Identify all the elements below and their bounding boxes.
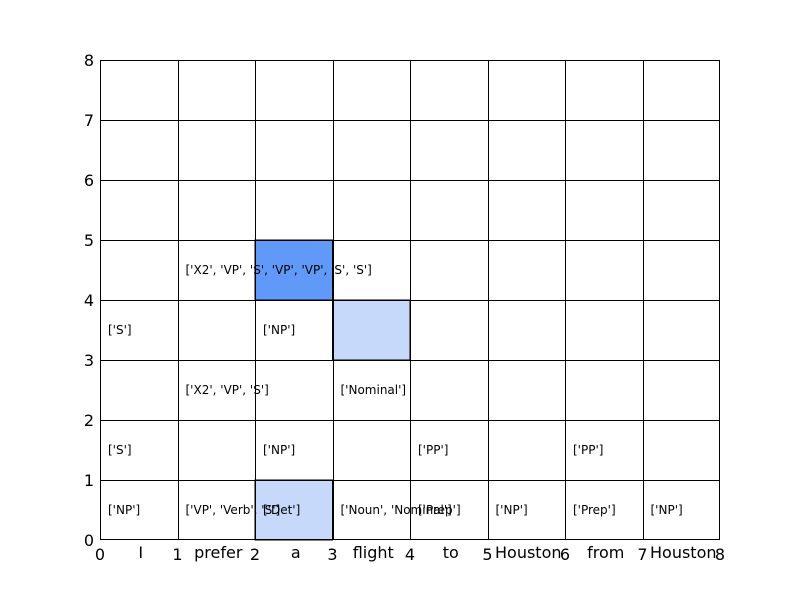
sentence-word: Houston (650, 543, 717, 562)
sentence-word: to (443, 543, 459, 562)
highlighted-cell (332, 299, 411, 361)
cell-label: ['S'] (108, 323, 132, 337)
x-tick-label: 3 (327, 545, 337, 564)
cell-label: ['X2', 'VP', 'S', 'VP', 'VP', 'S', 'S'] (186, 263, 372, 277)
highlighted-cell (254, 479, 333, 541)
y-tick-label: 3 (84, 351, 94, 370)
x-tick-label: 1 (172, 545, 182, 564)
y-tick-label: 6 (84, 171, 94, 190)
cell-label: ['VP', 'Verb', 'S'] (186, 503, 281, 517)
x-tick-label: 4 (405, 545, 415, 564)
cell-label: ['Prep'] (573, 503, 616, 517)
y-tick-label: 0 (84, 531, 94, 550)
x-axis-ticks: 0 1 2 3 4 5 6 7 8 (95, 545, 725, 564)
y-tick-label: 8 (84, 51, 94, 70)
cell-label: ['Noun', 'Nominal'] (341, 503, 452, 517)
highlighted-cell (254, 239, 333, 301)
sentence-word: prefer (194, 543, 243, 562)
cell-label: ['Prep'] (418, 503, 461, 517)
cell-label: ['NP'] (651, 503, 683, 517)
sentence-word: a (291, 543, 301, 562)
sentence-word: flight (353, 543, 394, 562)
sentence-word: I (138, 543, 143, 562)
x-tick-label: 0 (95, 545, 105, 564)
cell-label: ['NP'] (263, 443, 295, 457)
y-axis-ticks: 0 1 2 3 4 5 6 7 8 (84, 51, 94, 550)
cell-label: ['Det'] (263, 503, 300, 517)
x-tick-label: 7 (637, 545, 647, 564)
plot-frame (100, 60, 720, 540)
x-tick-label: 5 (482, 545, 492, 564)
sentence-word: Houston (495, 543, 562, 562)
cell-label: ['Nominal'] (341, 383, 407, 397)
y-tick-label: 4 (84, 291, 94, 310)
y-tick-label: 5 (84, 231, 94, 250)
plot-border (100, 60, 720, 540)
x-tick-label: 6 (560, 545, 570, 564)
cell-label: ['NP'] (263, 323, 295, 337)
cell-label: ['PP'] (573, 443, 603, 457)
cell-label: ['NP'] (108, 503, 140, 517)
cell-label: ['NP'] (496, 503, 528, 517)
x-tick-label: 8 (715, 545, 725, 564)
cell-label: ['X2', 'VP', 'S'] (186, 383, 269, 397)
cell-labels: ['NP'] ['VP', 'Verb', 'S']['Det'] ['Noun',… (108, 263, 683, 517)
grid-lines (100, 60, 720, 540)
cell-label: ['PP'] (418, 443, 448, 457)
cell-label: ['S'] (108, 443, 132, 457)
y-tick-label: 2 (84, 411, 94, 430)
sentence-word: from (587, 543, 624, 562)
y-tick-label: 1 (84, 471, 94, 490)
y-tick-label: 7 (84, 111, 94, 130)
x-tick-label: 2 (250, 545, 260, 564)
